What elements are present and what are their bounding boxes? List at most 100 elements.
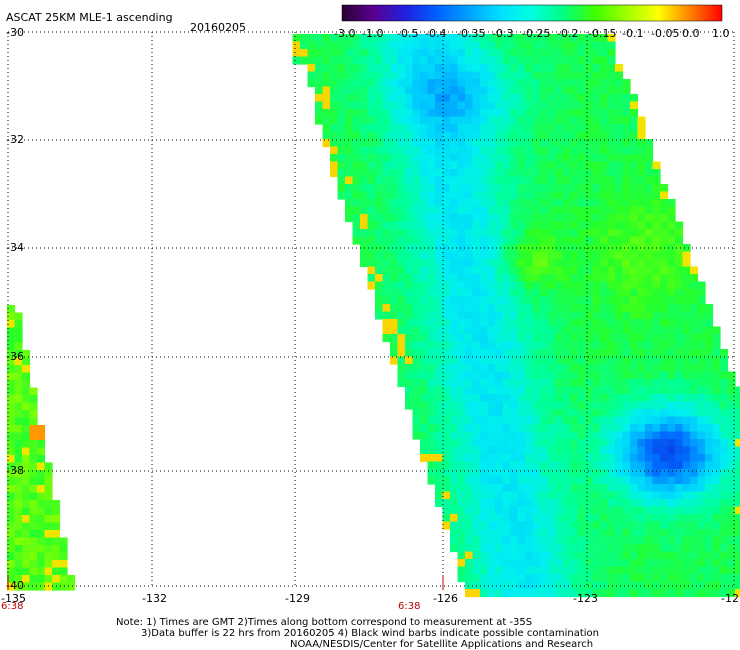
swath-cell [555,326,564,335]
swath-cell [562,281,571,290]
swath-cell [517,536,526,545]
swath-cell [457,484,466,493]
swath-cell [442,221,451,230]
swath-cell [502,49,511,58]
swath-cell [547,139,556,148]
swath-cell [390,251,399,260]
swath-cell [480,334,489,343]
swath-cell [675,326,684,335]
swath-cell [615,581,624,590]
swath-cell [427,356,436,365]
swath-cell [705,491,714,500]
swath-cell [330,116,339,125]
swath-cell [577,214,586,223]
swath-cell [345,101,354,110]
swath-cell [532,214,541,223]
swath-cell [29,440,38,449]
swath-cell [315,56,324,65]
swath-cell [645,566,654,575]
swath-cell [517,244,526,253]
swath-cell [52,537,61,546]
swath-cell [517,311,526,320]
swath-cell [375,64,384,73]
swath-cell [14,470,23,479]
swath-cell [525,296,534,305]
swath-cell [525,589,534,598]
swath-cell [532,551,541,560]
swath-cell [705,484,714,493]
swath-cell [622,319,631,328]
swath-cell [667,221,676,230]
swath-cell [630,236,639,245]
swath-cell [480,56,489,65]
swath-cell [442,379,451,388]
swath-cell [487,274,496,283]
swath-cell [562,199,571,208]
swath-cell [585,536,594,545]
swath-cell [660,536,669,545]
swath-cell [562,424,571,433]
swath-cell [480,266,489,275]
swath-cell [592,514,601,523]
swath-cell [22,522,31,531]
swath-cell [690,491,699,500]
swath-cell [375,41,384,50]
swath-cell [360,176,369,185]
swath-cell [607,484,616,493]
swath-cell [427,139,436,148]
swath-cell [547,334,556,343]
swath-cell [52,500,61,509]
swath-cell [517,491,526,500]
swath-cell [682,461,691,470]
swath-cell [465,319,474,328]
swath-cell [487,379,496,388]
swath-cell [412,356,421,365]
swath-cell [495,341,504,350]
swath-cell [29,410,38,419]
swath-cell [442,86,451,95]
swath-cell [562,191,571,200]
swath-cell [652,274,661,283]
swath-cell [517,94,526,103]
swath-cell [547,116,556,125]
swath-cell [487,326,496,335]
swath-cell [562,131,571,140]
swath-cell [690,566,699,575]
swath-cell [675,409,684,418]
swath-cell [675,296,684,305]
swath-cell [435,56,444,65]
swath-cell [465,34,474,43]
swath-cell [600,529,609,538]
swath-cell [315,41,324,50]
swath-cell [562,386,571,395]
swath-cell [562,259,571,268]
swath-cell [472,386,481,395]
swath-cell [397,146,406,155]
swath-cell [442,199,451,208]
swath-cell [652,499,661,508]
swath-cell [487,229,496,238]
swath-cell [390,64,399,73]
swath-cell [390,191,399,200]
swath-cell [14,350,23,359]
swath-cell [622,101,631,110]
swath-cell [330,94,339,103]
swath-cell [540,266,549,275]
swath-cell [390,304,399,313]
swath-cell [457,56,466,65]
swath-cell [465,566,474,575]
swath-cell [637,356,646,365]
lon-label: -12 [721,592,739,605]
swath-cell [435,491,444,500]
swath-cell [555,94,564,103]
swath-cell [487,446,496,455]
swath-cell [22,477,31,486]
swath-cell [637,199,646,208]
swath-cell [29,522,38,531]
swath-cell [472,199,481,208]
swath-cell [525,514,534,523]
swath-cell [360,56,369,65]
swath-cell [487,251,496,260]
swath-cell [390,176,399,185]
swath-cell [525,131,534,140]
